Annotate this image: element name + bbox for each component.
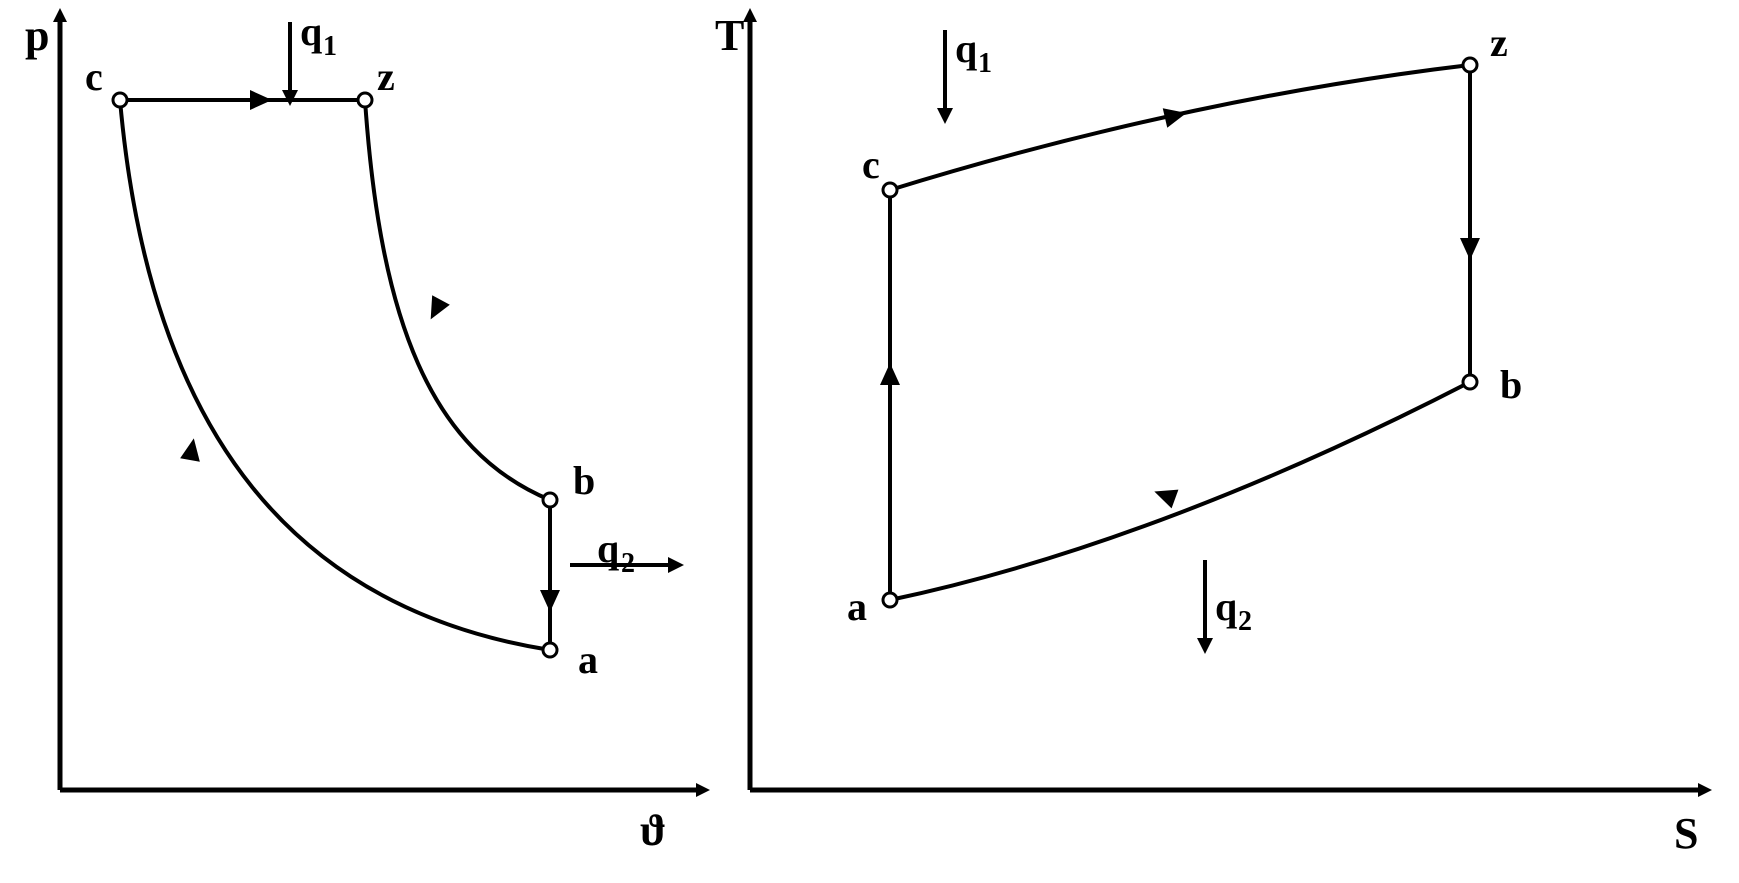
heat-label-q1: q <box>300 9 322 54</box>
y-axis-label: p <box>25 11 49 60</box>
state-label-c: c <box>85 54 103 99</box>
direction-arrow-1 <box>1460 238 1480 260</box>
state-label-c: c <box>862 142 880 187</box>
direction-arrow-3 <box>880 363 900 385</box>
state-point-c <box>883 183 897 197</box>
ts-diagram: TSczbaq1q2 <box>715 11 1700 858</box>
process-curve-cz <box>890 65 1470 190</box>
heat-subscript-q2: 2 <box>1238 606 1252 637</box>
direction-arrow-3 <box>180 437 204 462</box>
state-point-c <box>113 93 127 107</box>
heat-subscript-q2: 2 <box>621 548 635 579</box>
y-axis-label: T <box>715 11 744 60</box>
heat-subscript-q1: 1 <box>323 31 337 62</box>
direction-arrow-2 <box>1151 482 1179 508</box>
state-label-a: a <box>847 584 867 629</box>
state-point-z <box>1463 58 1477 72</box>
process-curve-ac <box>120 100 550 650</box>
state-point-a <box>883 593 897 607</box>
heat-subscript-q1: 1 <box>978 48 992 79</box>
state-point-z <box>358 93 372 107</box>
state-label-b: b <box>573 458 595 503</box>
state-label-a: a <box>578 637 598 682</box>
process-curve-zb <box>365 100 550 500</box>
state-label-z: z <box>1490 20 1508 65</box>
thermodynamic-diagrams: pϑczbaq1q2 TSczbaq1q2 <box>0 0 1739 883</box>
state-point-a <box>543 643 557 657</box>
x-axis-label: S <box>1674 809 1698 858</box>
heat-label-q1: q <box>955 26 977 71</box>
x-axis-label: ϑ <box>640 806 666 855</box>
direction-arrow-0 <box>1163 103 1189 127</box>
direction-arrow-0 <box>250 90 272 110</box>
direction-arrow-2 <box>540 590 560 612</box>
state-point-b <box>1463 375 1477 389</box>
direction-arrow-1 <box>422 295 450 324</box>
heat-label-q2: q <box>597 526 619 571</box>
state-point-b <box>543 493 557 507</box>
state-label-z: z <box>377 54 395 99</box>
pv-diagram: pϑczbaq1q2 <box>25 9 698 855</box>
process-curve-ba <box>890 382 1470 600</box>
heat-label-q2: q <box>1215 584 1237 629</box>
diagram-container: pϑczbaq1q2 TSczbaq1q2 <box>0 0 1739 883</box>
state-label-b: b <box>1500 362 1522 407</box>
